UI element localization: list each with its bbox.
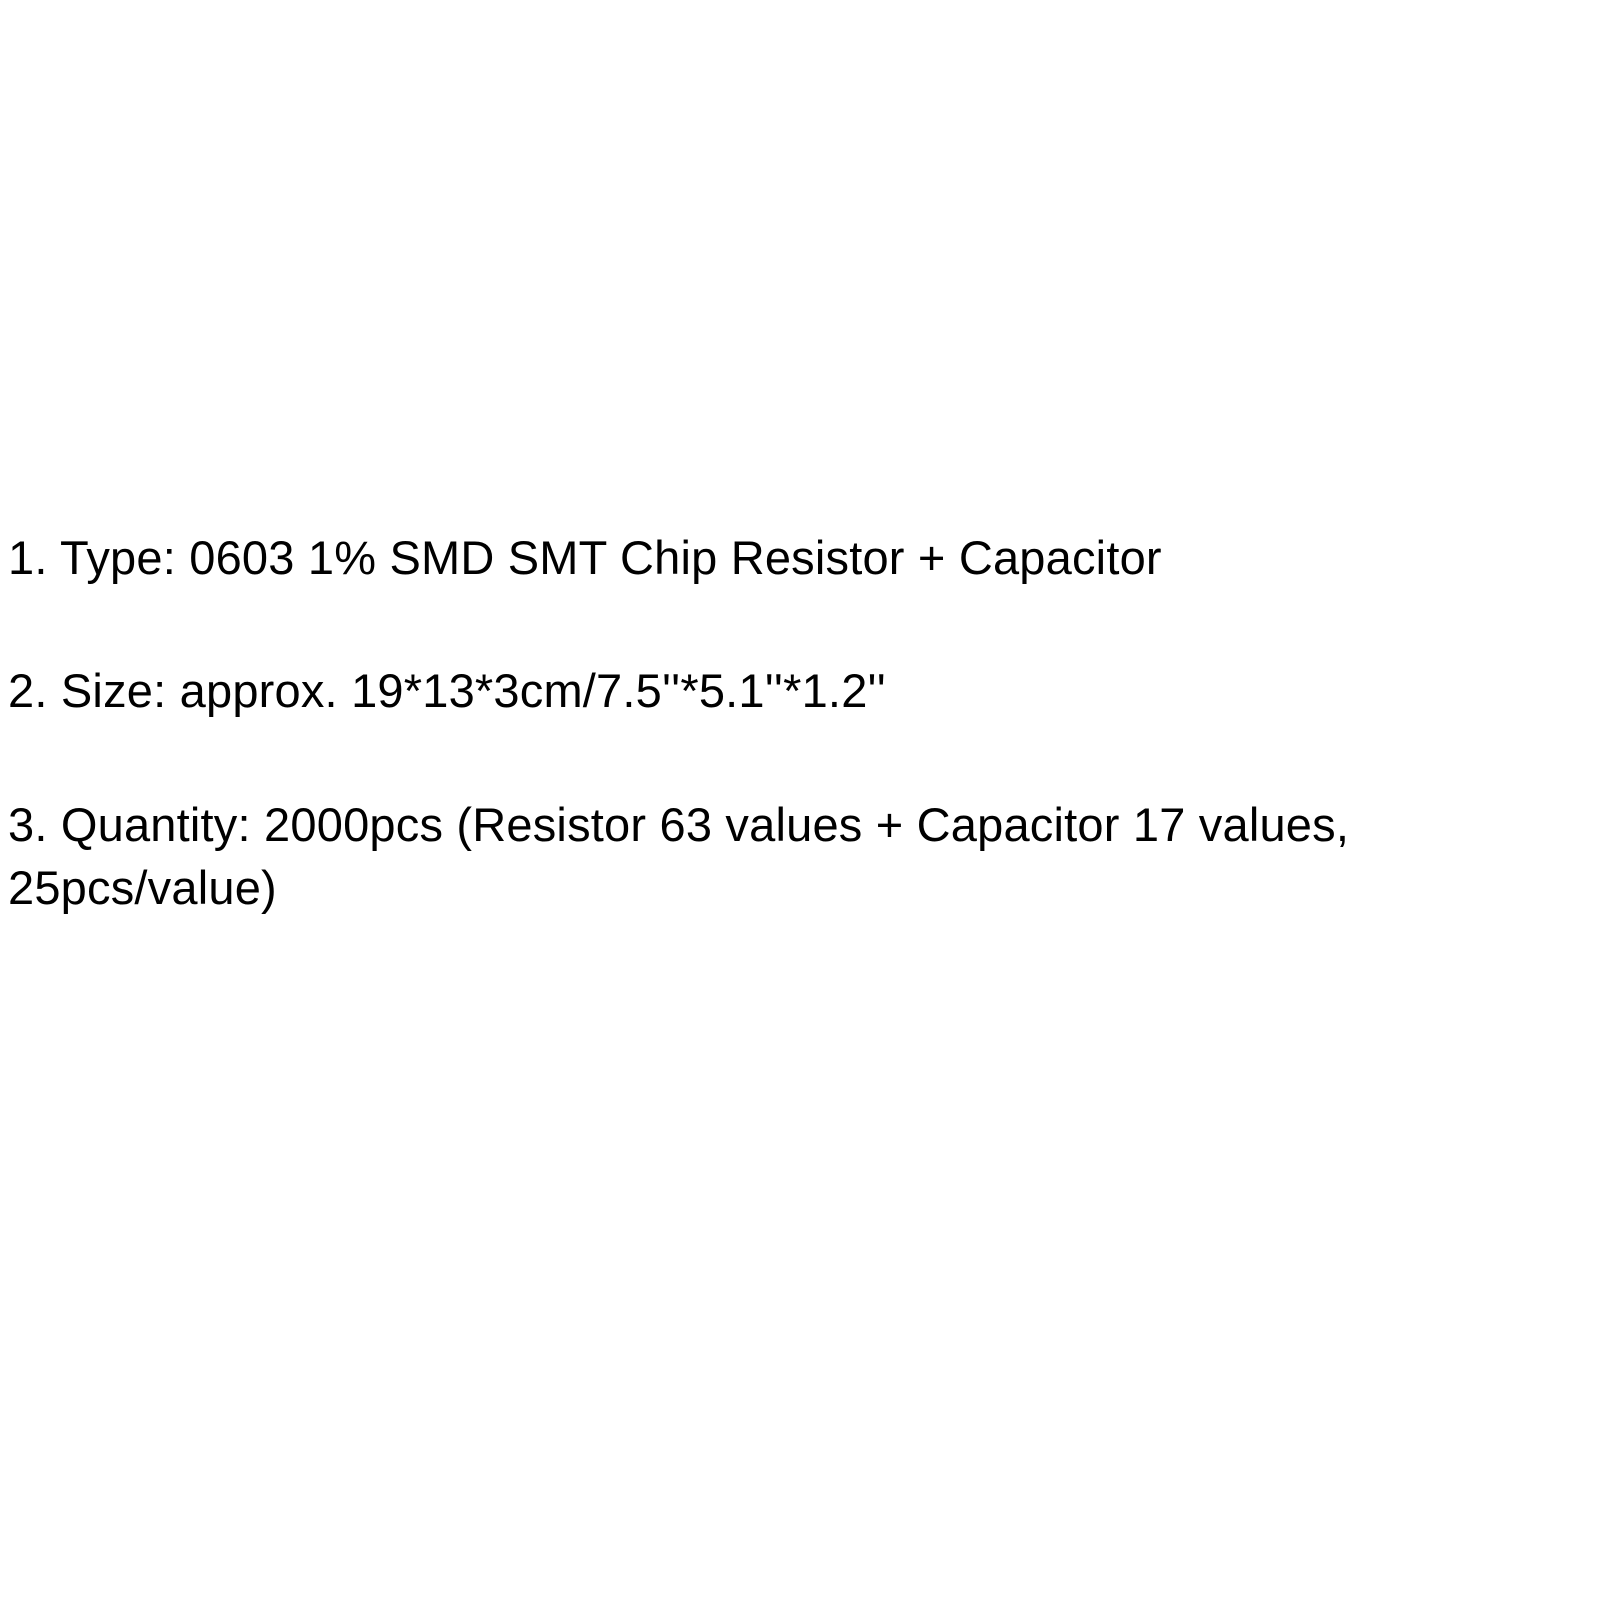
- page-container: 1. Type: 0603 1% SMD SMT Chip Resistor +…: [0, 0, 1600, 1600]
- spec-separator: .: [34, 798, 61, 851]
- spec-value: approx. 19*13*3cm/7.5''*5.1''*1.2'': [180, 664, 886, 717]
- spec-label: Type: [60, 531, 163, 584]
- spec-list: 1. Type: 0603 1% SMD SMT Chip Resistor +…: [8, 526, 1592, 920]
- spec-item-type: 1. Type: 0603 1% SMD SMT Chip Resistor +…: [8, 526, 1592, 589]
- spec-item-quantity: 3. Quantity: 2000pcs (Resistor 63 values…: [8, 793, 1592, 920]
- spec-number: 2: [8, 664, 34, 717]
- spec-colon: :: [163, 531, 190, 584]
- spec-separator: .: [34, 664, 61, 717]
- spec-colon: :: [153, 664, 180, 717]
- spec-value: 0603 1% SMD SMT Chip Resistor + Capacito…: [189, 531, 1162, 584]
- spec-item-size: 2. Size: approx. 19*13*3cm/7.5''*5.1''*1…: [8, 659, 1592, 722]
- spec-number: 3: [8, 798, 34, 851]
- spec-colon: :: [238, 798, 265, 851]
- spec-number: 1: [8, 531, 34, 584]
- spec-label: Size: [61, 664, 153, 717]
- spec-label: Quantity: [61, 798, 238, 851]
- spec-separator: .: [34, 531, 60, 584]
